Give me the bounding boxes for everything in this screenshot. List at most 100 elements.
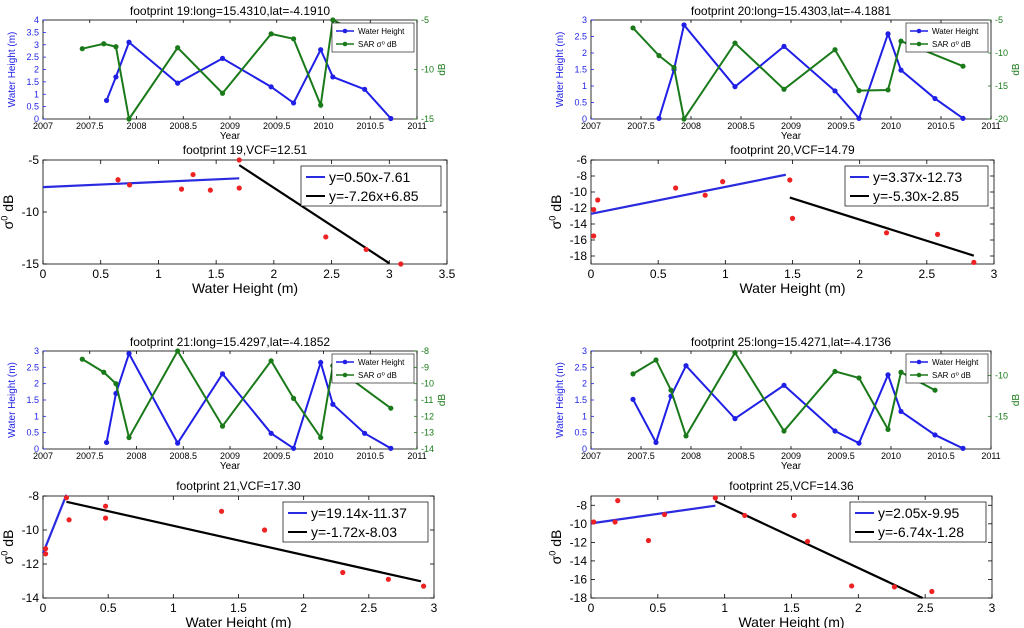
water-height-point bbox=[732, 84, 738, 90]
y-tick-label: -8 bbox=[28, 489, 39, 503]
y-right-tick-label: -10 bbox=[995, 371, 1008, 381]
data-point bbox=[43, 551, 49, 557]
legend-label: Water Height bbox=[358, 27, 405, 36]
x-tick-label: 0 bbox=[40, 267, 47, 281]
legend: y=2.05x-9.95 y=-6.74x-1.28 bbox=[849, 501, 987, 543]
y-tick-label: -8 bbox=[576, 498, 587, 512]
sar-point bbox=[219, 90, 226, 96]
water-height-point bbox=[175, 80, 181, 86]
legend: y=19.14x-11.37 y=-1.72x-8.03 bbox=[282, 501, 429, 543]
legend: Water Height SAR σ⁰ dB bbox=[905, 22, 989, 53]
water-height-point bbox=[290, 445, 297, 451]
data-point bbox=[849, 583, 855, 589]
legend-label: y=19.14x-11.37 bbox=[311, 505, 407, 521]
legend: Water Height SAR σ⁰ dB bbox=[331, 22, 415, 53]
water-height-point bbox=[126, 39, 132, 45]
sar-point bbox=[113, 44, 119, 50]
water-height-point bbox=[960, 115, 966, 121]
data-point bbox=[207, 187, 213, 193]
y-tick-label: 1 bbox=[34, 89, 39, 99]
x-tick-label: 0.5 bbox=[649, 601, 666, 615]
water-height-point bbox=[330, 74, 336, 80]
sar-point bbox=[268, 31, 274, 37]
y-right-tick-label: -10 bbox=[995, 48, 1008, 58]
y-tick-label: 1 bbox=[582, 81, 587, 91]
y-right-axis-label: dB bbox=[1011, 394, 1022, 407]
y-right-tick-label: -15 bbox=[421, 114, 434, 124]
x-axis-label: Water Height (m) bbox=[739, 280, 845, 296]
water-height-point bbox=[732, 416, 738, 422]
data-point bbox=[591, 233, 597, 239]
data-point bbox=[126, 182, 133, 188]
water-height-point bbox=[126, 351, 132, 357]
x-tick-label: 2011 bbox=[407, 121, 426, 131]
y-tick-label: 0.5 bbox=[26, 102, 39, 112]
sar-point bbox=[653, 357, 659, 363]
x-tick-label: 1 bbox=[722, 267, 729, 281]
water-height-point bbox=[681, 22, 687, 28]
y-tick-label: 2.5 bbox=[26, 362, 39, 372]
y-tick-label: 1.5 bbox=[26, 77, 39, 87]
water-height-point bbox=[362, 430, 368, 436]
sar-point bbox=[671, 64, 677, 71]
y-axis-label: σ0 dB bbox=[547, 195, 564, 230]
y-tick-label: 0.5 bbox=[26, 428, 39, 438]
x-tick-label: 2 bbox=[856, 267, 863, 281]
x-tick-label: 2009 bbox=[781, 451, 801, 461]
data-point bbox=[929, 588, 935, 595]
legend-label: y=-7.26x+6.85 bbox=[329, 188, 419, 204]
x-tick-label: 2010.5 bbox=[927, 451, 955, 461]
chart-title: footprint 25:long=15.4271,lat=-4.1736 bbox=[691, 335, 891, 349]
legend-label: SAR σ⁰ dB bbox=[932, 371, 971, 380]
panel-ts19: footprint 19:long=15.4310,lat=-4.1910200… bbox=[7, 4, 448, 142]
y-tick-label: 2 bbox=[582, 379, 587, 389]
water-height-point bbox=[290, 100, 297, 106]
legend-label: Water Height bbox=[932, 27, 979, 36]
data-point bbox=[236, 157, 242, 163]
data-point bbox=[115, 177, 121, 183]
data-point bbox=[102, 515, 109, 521]
data-point bbox=[178, 186, 185, 192]
y-tick-label: 1 bbox=[582, 411, 587, 421]
sar-point bbox=[175, 348, 181, 354]
legend-marker bbox=[342, 359, 348, 365]
x-tick-label: 2 bbox=[271, 267, 278, 281]
legend-frame bbox=[300, 165, 442, 207]
y-tick-label: 2.5 bbox=[574, 362, 587, 372]
x-tick-label: 1 bbox=[155, 267, 162, 281]
x-tick-label: 1 bbox=[170, 601, 177, 615]
panel-sc20: footprint 20,VCF=14.79 0 0.5 1 1.5 2 2.5 3 Water… bbox=[547, 143, 997, 296]
x-tick-label: 3.5 bbox=[439, 267, 456, 281]
y-right-tick-label: -15 bbox=[995, 411, 1008, 421]
data-point bbox=[591, 207, 597, 213]
sar-point bbox=[656, 53, 662, 59]
sar-point bbox=[318, 434, 324, 441]
x-tick-label: 2010 bbox=[881, 451, 901, 461]
water-height-point bbox=[898, 408, 904, 415]
data-point bbox=[612, 519, 618, 525]
sar-point bbox=[781, 428, 787, 434]
legend-label: SAR σ⁰ dB bbox=[932, 40, 971, 49]
data-point bbox=[66, 517, 72, 523]
x-tick-label: 2 bbox=[300, 601, 307, 615]
x-tick-label: 1 bbox=[721, 601, 728, 615]
sar-point bbox=[898, 38, 904, 44]
x-tick-label: 2009 bbox=[781, 121, 801, 131]
x-axis-label: Year bbox=[220, 131, 241, 142]
x-tick-label: 2007 bbox=[581, 451, 601, 461]
legend-marker bbox=[342, 372, 348, 378]
legend-label: y=2.05x-9.95 bbox=[878, 505, 960, 521]
panel-sc19: footprint 19,VCF=12.51 0 0.5 1 1.5 2 2.5 3 3.5 Wa… bbox=[0, 143, 456, 296]
data-point bbox=[934, 231, 941, 237]
fit-line-1 bbox=[590, 504, 716, 525]
y-tick-label: -16 bbox=[570, 572, 588, 586]
y-tick-label: -14 bbox=[22, 591, 40, 605]
legend-label: Water Height bbox=[358, 358, 405, 367]
legend-label: y=3.37x-12.73 bbox=[873, 169, 962, 185]
fit-line-1 bbox=[41, 494, 68, 554]
sar-point bbox=[79, 356, 85, 362]
water-height-point bbox=[932, 432, 938, 438]
sar-point bbox=[885, 426, 891, 432]
y-tick-label: -14 bbox=[570, 554, 588, 568]
sar-point bbox=[832, 368, 838, 375]
